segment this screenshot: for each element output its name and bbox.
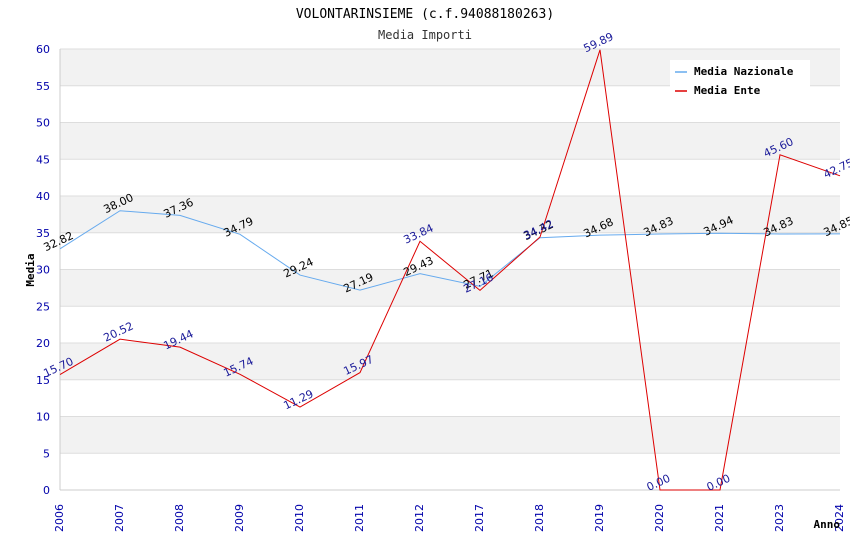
series-lines	[59, 49, 841, 491]
x-tick-label: 2011	[353, 504, 366, 532]
grid-band	[60, 269, 840, 307]
y-tick-label: 15	[36, 374, 50, 387]
x-tick-label: 2018	[533, 504, 546, 532]
x-tick-label: 2010	[293, 504, 306, 532]
legend-label-nazionale: Media Nazionale	[694, 65, 794, 78]
y-axis-label: Media	[24, 253, 37, 286]
grid-band	[60, 416, 840, 454]
legend-label-ente: Media Ente	[694, 84, 761, 97]
chart-title: VOLONTARINSIEME (c.f.94088180263)	[296, 7, 554, 22]
x-tick-label: 2012	[413, 504, 426, 532]
y-axis: 0 5 10 15 20 25 30 35 40 45 50 55 60	[36, 43, 50, 497]
x-tick-label: 2023	[773, 504, 786, 532]
y-tick-label: 60	[36, 43, 50, 56]
legend-box	[670, 60, 810, 100]
data-label-ente: 11.29	[281, 387, 315, 412]
y-tick-label: 25	[36, 300, 50, 313]
y-tick-label: 35	[36, 227, 50, 240]
chart-subtitle: Media Importi	[378, 28, 472, 42]
y-tick-label: 45	[36, 153, 50, 166]
x-tick-label: 2009	[233, 504, 246, 532]
x-axis-label: Anno	[814, 518, 841, 531]
grid-band	[60, 343, 840, 380]
y-tick-label: 5	[43, 447, 50, 460]
grid-band	[60, 196, 840, 233]
y-tick-label: 10	[36, 411, 50, 424]
y-tick-label: 50	[36, 117, 50, 130]
x-axis: 2006 2007 2008 2009 2010 2011 2012 2017 2018 2019…	[53, 504, 846, 532]
plot-background	[59, 48, 840, 491]
x-tick-label: 2021	[713, 504, 726, 532]
y-tick-label: 20	[36, 337, 50, 350]
x-tick-label: 2024	[833, 504, 846, 532]
data-label-ente: 42.75	[821, 156, 850, 181]
x-tick-label: 2007	[113, 504, 126, 532]
x-tick-label: 2020	[653, 504, 666, 532]
x-tick-label: 2008	[173, 504, 186, 532]
data-label-ente: 0.00	[645, 472, 673, 494]
series-line-nazionale	[59, 210, 841, 291]
x-tick-label: 2019	[593, 504, 606, 532]
legend: Media Nazionale Media Ente	[670, 60, 810, 100]
x-tick-label: 2017	[473, 504, 486, 532]
y-tick-label: 40	[36, 190, 50, 203]
y-tick-label: 0	[43, 484, 50, 497]
y-tick-label: 30	[36, 264, 50, 277]
data-label-ente: 0.00	[705, 472, 733, 494]
series-line-ente	[59, 49, 841, 491]
x-tick-label: 2006	[53, 504, 66, 532]
y-tick-label: 55	[36, 80, 50, 93]
grid-band	[60, 122, 840, 160]
